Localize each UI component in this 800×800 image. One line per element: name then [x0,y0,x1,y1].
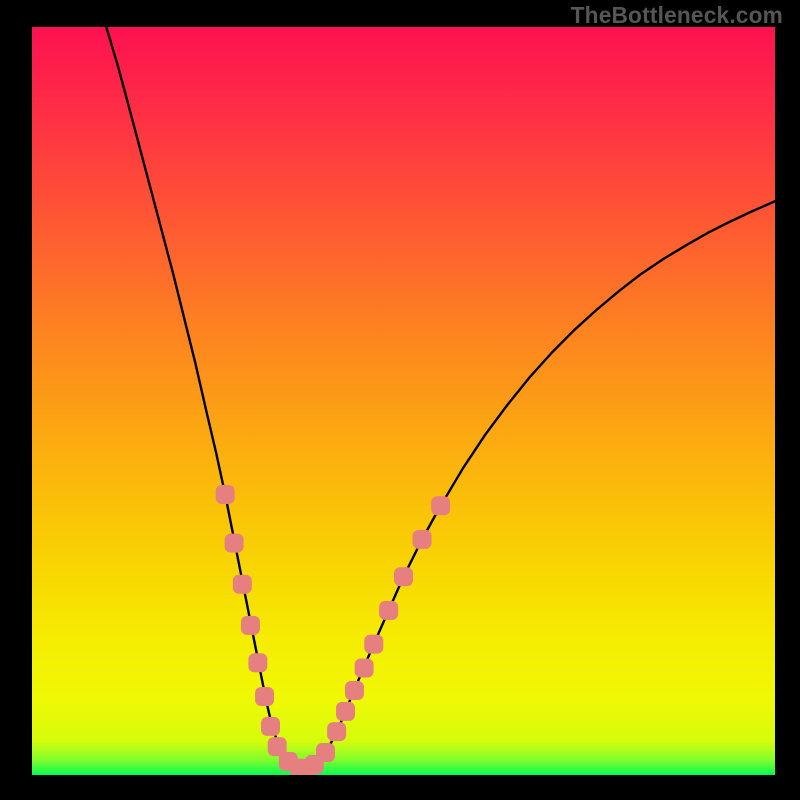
marker-point [255,687,274,706]
marker-point [345,681,364,700]
plot-area [32,27,775,775]
marker-point [364,635,383,654]
credit-watermark: TheBottleneck.com [571,2,783,29]
marker-point [216,485,235,504]
marker-point [394,567,413,586]
marker-point [431,496,450,515]
marker-point [261,717,280,736]
marker-point [316,743,335,762]
marker-point [327,722,346,741]
marker-point [233,575,252,594]
marker-point [336,702,355,721]
marker-point [241,616,260,635]
plot-svg [32,27,775,775]
marker-point [248,653,267,672]
marker-point [379,601,398,620]
marker-point [355,659,374,678]
marker-point [413,530,432,549]
chart-stage: TheBottleneck.com [0,0,800,800]
bottleneck-curve [106,27,775,769]
marker-point [225,534,244,553]
